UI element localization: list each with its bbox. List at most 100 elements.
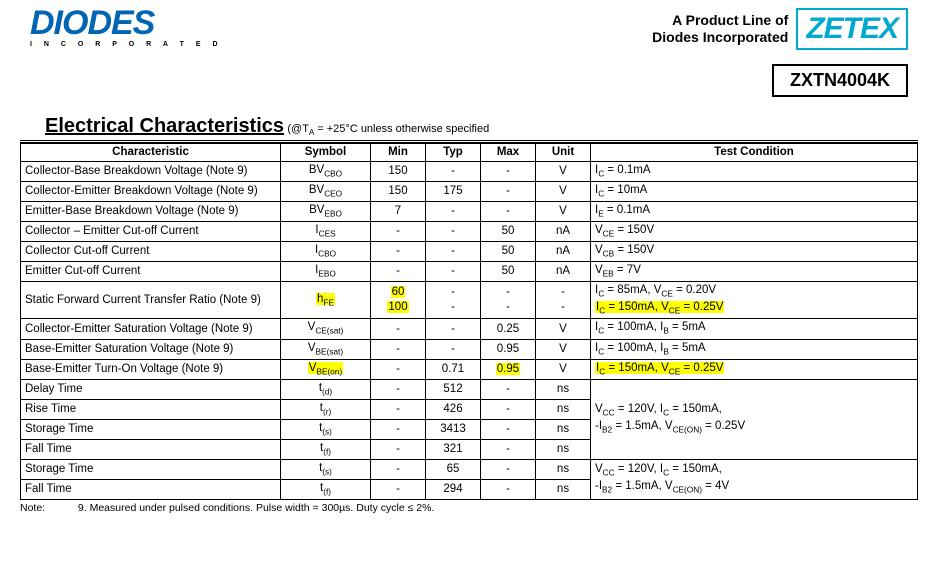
- table-row: Base-Emitter Saturation Voltage (Note 9)…: [21, 339, 918, 359]
- characteristics-table: Characteristic Symbol Min Typ Max Unit T…: [20, 143, 918, 500]
- table-cell: t(r): [281, 399, 371, 419]
- table-header-row: Characteristic Symbol Min Typ Max Unit T…: [21, 144, 918, 162]
- table-cell: Collector-Base Breakdown Voltage (Note 9…: [21, 161, 281, 181]
- table-cell: 0.95: [481, 339, 536, 359]
- footnote-label: Note:: [20, 502, 75, 514]
- footnote: Note: 9. Measured under pulsed condition…: [0, 500, 938, 516]
- table-cell: t(s): [281, 459, 371, 479]
- table-cell: -: [371, 339, 426, 359]
- table-cell: VCC = 120V, IC = 150mA,-IB2 = 1.5mA, VCE…: [591, 379, 918, 459]
- table-cell: VCC = 120V, IC = 150mA,-IB2 = 1.5mA, VCE…: [591, 459, 918, 499]
- tagline-line1: A Product Line of: [672, 12, 788, 28]
- table-cell: IEBO: [281, 262, 371, 282]
- table-cell: Emitter-Base Breakdown Voltage (Note 9): [21, 202, 281, 222]
- table-cell: 321: [426, 439, 481, 459]
- table-body: Collector-Base Breakdown Voltage (Note 9…: [21, 161, 918, 499]
- table-cell: Base-Emitter Turn-On Voltage (Note 9): [21, 359, 281, 379]
- col-typ: Typ: [426, 144, 481, 162]
- table-cell: IE = 0.1mA: [591, 202, 918, 222]
- table-cell: 0.71: [426, 359, 481, 379]
- table-cell: -: [371, 222, 426, 242]
- table-cell: --: [481, 282, 536, 319]
- table-cell: -: [371, 319, 426, 339]
- table-cell: -: [371, 359, 426, 379]
- table-cell: ns: [536, 439, 591, 459]
- table-cell: Emitter Cut-off Current: [21, 262, 281, 282]
- table-row: Collector – Emitter Cut-off CurrentICES-…: [21, 222, 918, 242]
- table-cell: Delay Time: [21, 379, 281, 399]
- table-cell: -: [481, 419, 536, 439]
- table-cell: nA: [536, 222, 591, 242]
- table-cell: V: [536, 202, 591, 222]
- table-cell: -: [426, 319, 481, 339]
- table-cell: Fall Time: [21, 479, 281, 499]
- table-cell: -: [481, 202, 536, 222]
- diodes-logo: DIODES I N C O R P O R A T E D: [30, 8, 223, 48]
- table-cell: ns: [536, 419, 591, 439]
- table-cell: -: [481, 379, 536, 399]
- table-row-vbeon: Base-Emitter Turn-On Voltage (Note 9)VBE…: [21, 359, 918, 379]
- table-cell: ns: [536, 479, 591, 499]
- table-cell: -: [426, 222, 481, 242]
- table-cell: VCB = 150V: [591, 242, 918, 262]
- table-cell: 294: [426, 479, 481, 499]
- page-header: DIODES I N C O R P O R A T E D A Product…: [0, 0, 938, 54]
- diodes-logo-subtext: I N C O R P O R A T E D: [30, 41, 223, 48]
- table-cell: hFE: [281, 282, 371, 319]
- table-row: Delay Timet(d)-512-nsVCC = 120V, IC = 15…: [21, 379, 918, 399]
- table-cell: Storage Time: [21, 459, 281, 479]
- table-cell: Base-Emitter Saturation Voltage (Note 9): [21, 339, 281, 359]
- table-cell: 65: [426, 459, 481, 479]
- zetex-logo: ZETEX: [796, 8, 908, 50]
- diodes-logo-text: DIODES: [30, 8, 223, 39]
- table-cell: --: [426, 282, 481, 319]
- header-right: A Product Line of Diodes Incorporated ZE…: [652, 8, 908, 50]
- table-row: Collector-Emitter Breakdown Voltage (Not…: [21, 182, 918, 202]
- table-cell: 426: [426, 399, 481, 419]
- table-cell: IC = 150mA, VCE = 0.25V: [591, 359, 918, 379]
- table-cell: --: [536, 282, 591, 319]
- table-cell: -: [426, 202, 481, 222]
- table-cell: nA: [536, 262, 591, 282]
- table-cell: 50: [481, 222, 536, 242]
- table-cell: VCE = 150V: [591, 222, 918, 242]
- table-cell: ns: [536, 459, 591, 479]
- table-cell: BVCEO: [281, 182, 371, 202]
- table-cell: Static Forward Current Transfer Ratio (N…: [21, 282, 281, 319]
- table-cell: -: [481, 439, 536, 459]
- table-cell: -: [371, 419, 426, 439]
- footnote-text: 9. Measured under pulsed conditions. Pul…: [78, 502, 434, 514]
- table-row: Collector-Emitter Saturation Voltage (No…: [21, 319, 918, 339]
- table-cell: IC = 0.1mA: [591, 161, 918, 181]
- table-cell: -: [481, 161, 536, 181]
- table-row: Emitter Cut-off CurrentIEBO--50nAVEB = 7…: [21, 262, 918, 282]
- table-cell: VBE(on): [281, 359, 371, 379]
- table-cell: 175: [426, 182, 481, 202]
- col-unit: Unit: [536, 144, 591, 162]
- table-cell: BVEBO: [281, 202, 371, 222]
- section-condition: (@TA = +25°C unless otherwise specified: [287, 123, 489, 135]
- table-cell: VBE(sat): [281, 339, 371, 359]
- table-cell: Fall Time: [21, 439, 281, 459]
- col-symbol: Symbol: [281, 144, 371, 162]
- table-cell: nA: [536, 242, 591, 262]
- table-row-hfe: Static Forward Current Transfer Ratio (N…: [21, 282, 918, 319]
- table-cell: 512: [426, 379, 481, 399]
- table-cell: t(f): [281, 439, 371, 459]
- table-cell: -: [371, 379, 426, 399]
- table-cell: ns: [536, 379, 591, 399]
- table-cell: V: [536, 339, 591, 359]
- table-cell: t(f): [281, 479, 371, 499]
- tagline-line2: Diodes Incorporated: [652, 29, 788, 45]
- section-title-bar: Electrical Characteristics (@TA = +25°C …: [20, 97, 918, 143]
- table-row: Collector-Base Breakdown Voltage (Note 9…: [21, 161, 918, 181]
- table-cell: 3413: [426, 419, 481, 439]
- table-cell: Rise Time: [21, 399, 281, 419]
- col-characteristic: Characteristic: [21, 144, 281, 162]
- col-min: Min: [371, 144, 426, 162]
- characteristics-table-wrap: Characteristic Symbol Min Typ Max Unit T…: [0, 143, 938, 500]
- table-cell: -: [371, 439, 426, 459]
- table-cell: 150: [371, 161, 426, 181]
- table-cell: VEB = 7V: [591, 262, 918, 282]
- table-cell: -: [426, 242, 481, 262]
